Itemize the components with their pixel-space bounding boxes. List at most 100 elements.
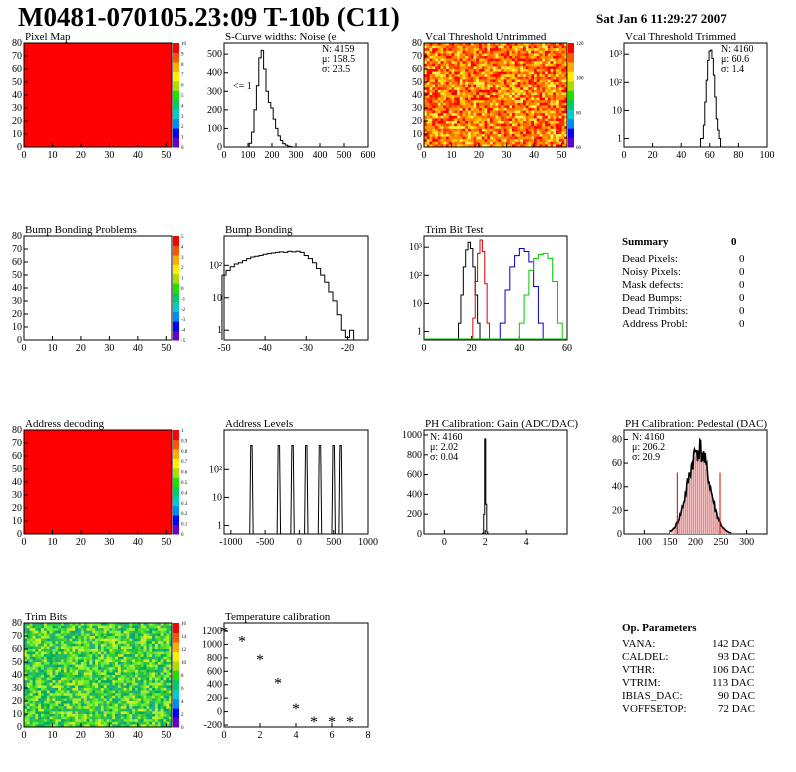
heatmap-cell — [534, 136, 538, 140]
heatmap-cell — [72, 651, 76, 655]
heatmap-cell — [146, 680, 150, 684]
heatmap-cell — [152, 721, 156, 725]
heatmap-cell — [476, 74, 480, 78]
heatmap-cell — [66, 654, 70, 658]
heatmap-cell — [492, 123, 496, 127]
heatmap-cell — [63, 641, 67, 645]
heatmap-cell — [468, 87, 472, 91]
heatmap-cell — [465, 131, 469, 135]
chart-ph-gain: PH Calibration: Gain (ADC/DAC)0 2 40200400… — [402, 418, 578, 548]
heatmap-cell — [432, 131, 436, 135]
heatmap-cell — [534, 128, 538, 132]
heatmap-cell — [120, 685, 124, 689]
heatmap-cell — [432, 92, 436, 96]
heatmap-cell — [80, 721, 85, 725]
heatmap-cell — [115, 641, 119, 645]
heatmap-cell — [83, 719, 87, 723]
heatmap-cell — [429, 76, 433, 80]
y-tick-label: 40 — [612, 482, 622, 493]
heatmap-cell — [38, 719, 42, 723]
heatmap-cell — [492, 89, 496, 93]
heatmap-cell — [100, 724, 104, 728]
heatmap-cell — [437, 113, 441, 117]
heatmap-cell — [481, 76, 485, 80]
heatmap-cell — [470, 53, 474, 57]
heatmap-cell — [426, 48, 430, 52]
heatmap-cell — [509, 100, 513, 104]
heatmap-cell — [69, 716, 73, 720]
heatmap-cell — [470, 69, 474, 72]
heatmap-cell — [32, 630, 36, 634]
heatmap-cell — [80, 682, 85, 686]
heatmap-cell — [514, 118, 518, 122]
heatmap-cell — [35, 682, 39, 686]
heatmap-cell — [457, 58, 461, 62]
heatmap-cell — [514, 50, 518, 54]
heatmap-cell — [429, 126, 433, 130]
heatmap-cell — [38, 716, 42, 720]
heatmap-cell — [470, 82, 474, 85]
heatmap-cell — [52, 669, 56, 673]
heatmap-cell — [509, 144, 513, 148]
heatmap-cell — [448, 113, 452, 117]
heatmap-cell — [534, 141, 538, 145]
heatmap-cell — [132, 651, 136, 655]
heatmap-cell — [550, 110, 554, 114]
y-tick-label: 1 — [217, 325, 222, 336]
heatmap-cell — [440, 69, 444, 72]
page-date: Sat Jan 6 11:29:27 2007 — [596, 11, 727, 26]
heatmap-cell — [473, 123, 477, 127]
heatmap-cell — [143, 649, 147, 652]
heatmap-cell — [98, 708, 102, 712]
heatmap-cell — [78, 654, 82, 658]
heatmap-cell — [487, 134, 491, 137]
heatmap-cell — [501, 63, 505, 67]
heatmap-cell — [35, 695, 39, 699]
heatmap-cell — [531, 102, 535, 106]
heatmap-cell — [506, 48, 510, 52]
heatmap-cell — [512, 79, 516, 83]
stats-line: σ: 23.5 — [322, 64, 350, 75]
heatmap-cell — [517, 110, 521, 114]
heatmap-cell — [435, 53, 439, 57]
heatmap-cell — [143, 654, 147, 658]
heatmap-cell — [550, 105, 554, 109]
heatmap-cell — [83, 651, 87, 655]
heatmap-cell — [558, 92, 562, 96]
heatmap-cell — [129, 701, 133, 704]
heatmap-cell — [166, 695, 170, 699]
heatmap-cell — [152, 669, 156, 673]
heatmap-cell — [95, 654, 99, 658]
heatmap-cell — [157, 719, 161, 723]
heatmap-cell — [132, 708, 136, 712]
heatmap-cell — [75, 716, 79, 720]
heatmap-cell — [38, 623, 42, 626]
heatmap-cell — [35, 664, 39, 668]
heatmap-cell — [129, 675, 133, 678]
palette-label: 0.1 — [181, 523, 188, 528]
y-tick-label: 10 — [12, 322, 22, 333]
heatmap-cell — [545, 97, 549, 101]
heatmap-cell — [129, 651, 133, 655]
heatmap-cell — [106, 680, 110, 684]
heatmap-cell — [35, 643, 39, 647]
heatmap-cell — [506, 108, 510, 111]
heatmap-cell — [432, 105, 436, 109]
heatmap-cell — [169, 656, 173, 660]
heatmap-cell — [506, 139, 510, 143]
heatmap-cell — [424, 56, 428, 59]
heatmap-cell — [558, 131, 562, 135]
heatmap-cell — [531, 144, 535, 148]
heatmap-cell — [143, 693, 147, 697]
heatmap-cell — [531, 110, 535, 114]
heatmap-cell — [78, 716, 82, 720]
heatmap-cell — [89, 724, 93, 728]
heatmap-cell — [564, 110, 568, 114]
heatmap-cell — [49, 641, 53, 645]
heatmap-cell — [525, 69, 529, 72]
heatmap-cell — [459, 43, 463, 46]
heatmap-cell — [509, 43, 513, 46]
heatmap-cell — [550, 71, 554, 75]
heatmap-cell — [443, 84, 447, 88]
heatmap-cell — [112, 685, 116, 689]
